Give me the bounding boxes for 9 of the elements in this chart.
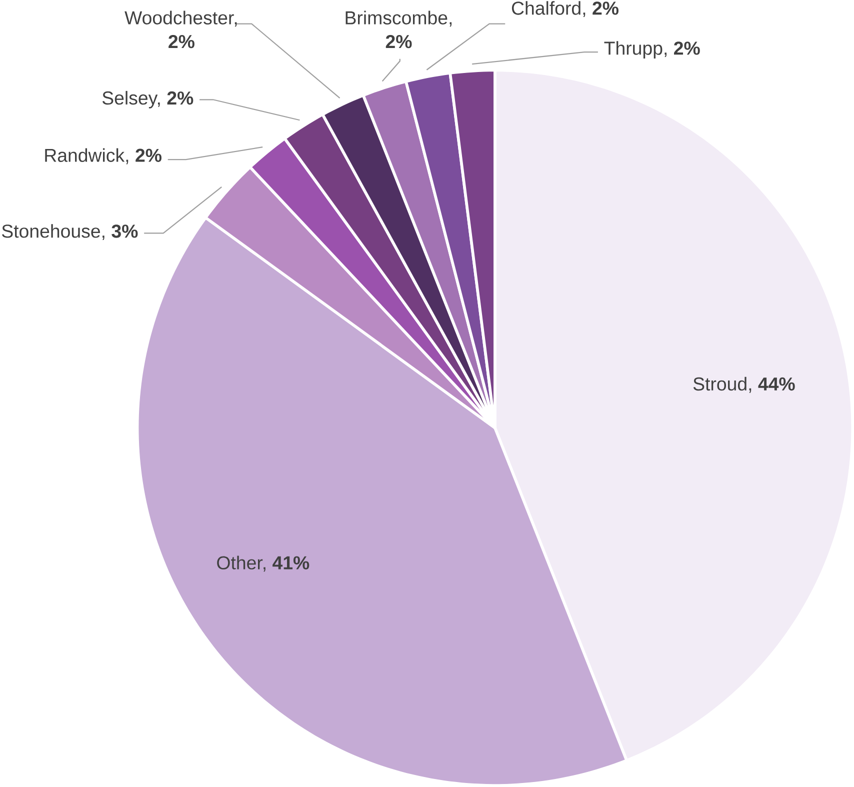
slice-label: Selsey, 2% [102, 90, 194, 108]
slice-label: Thrupp, 2% [604, 41, 700, 59]
slice-label: Other, 41% [217, 556, 310, 572]
slice-label: Brimscombe, 2% [346, 10, 452, 48]
slice-label: Randwick, 2% [45, 148, 162, 164]
slice-label: Stroud, 44% [693, 376, 795, 393]
slice-label: Stonehouse, 3% [2, 224, 138, 240]
slice-label: Woodchester, 2% [124, 10, 237, 48]
slice-label: Chalford, 2% [512, 1, 618, 18]
